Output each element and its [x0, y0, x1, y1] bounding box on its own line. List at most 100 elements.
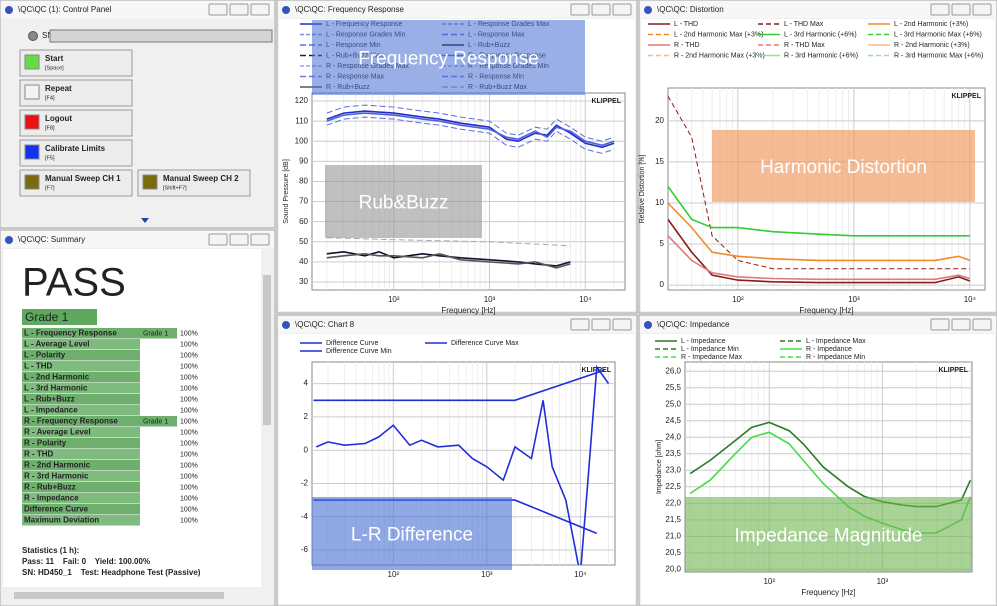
statistics: Statistics (1 h):	[22, 546, 79, 555]
window-button[interactable]	[250, 3, 270, 16]
window-button[interactable]	[570, 318, 590, 331]
y-tick-label: 22,5	[665, 482, 681, 491]
window-button[interactable]	[930, 318, 950, 331]
row-name: Maximum Deviation	[24, 516, 99, 525]
window-title: \QC\QC: Distortion	[657, 5, 724, 14]
y-tick-label: 25,0	[665, 399, 681, 408]
curve	[326, 112, 615, 147]
row-name-cell	[22, 383, 140, 394]
window-icon	[5, 236, 13, 244]
row-percent: 100%	[180, 407, 198, 414]
row-name-cell	[22, 438, 140, 449]
x-tick-label: 10³	[877, 577, 889, 586]
window-button[interactable]	[951, 318, 971, 331]
window-button[interactable]	[229, 3, 249, 16]
window-button[interactable]	[612, 3, 632, 16]
x-axis-label: Frequency [Hz]	[799, 306, 853, 315]
button-label: Manual Sweep CH 2	[163, 174, 239, 183]
y-tick-label: 110	[295, 116, 308, 125]
sn-label: SN	[42, 31, 53, 40]
y-tick-label: 40	[299, 257, 308, 266]
row-name-cell	[22, 328, 140, 339]
row-name-cell	[22, 427, 140, 438]
window-button[interactable]	[208, 3, 228, 16]
scroll-thumb[interactable]	[263, 275, 271, 425]
logo: KLIPPEL	[951, 93, 981, 100]
row-name-cell	[22, 372, 140, 383]
window-button[interactable]	[591, 318, 611, 331]
button-icon	[24, 174, 40, 190]
button-label: Logout	[45, 114, 72, 123]
window-button[interactable]	[612, 318, 632, 331]
row-name: R - 3rd Harmonic	[24, 472, 89, 481]
button-key: [F7]	[45, 185, 55, 191]
legend-label: R - THD Max	[784, 42, 825, 49]
row-percent: 100%	[180, 341, 198, 348]
grade-text: Grade 1	[25, 310, 69, 324]
legend-label: R - 3rd Harmonic (+6%)	[784, 52, 858, 59]
window-button[interactable]	[208, 233, 228, 246]
window-icon	[5, 6, 13, 14]
logo: KLIPPEL	[938, 367, 968, 374]
row-percent: 100%	[180, 352, 198, 359]
statistics: SN: HD450_1 Test: Headphone Test (Passiv…	[22, 568, 201, 577]
curve	[313, 369, 605, 402]
h-scroll-thumb[interactable]	[14, 592, 224, 599]
window-button[interactable]	[229, 233, 249, 246]
x-tick-label: 10³	[484, 295, 496, 304]
sn-input[interactable]	[49, 29, 273, 43]
statistics: Pass: 11 Fail: 0 Yield: 100.00%	[22, 557, 150, 566]
row-percent: 100%	[180, 374, 198, 381]
title-bar	[640, 316, 996, 333]
y-tick-label: -4	[301, 512, 309, 521]
legend-label: Difference Curve	[326, 340, 379, 347]
y-tick-label: 2	[304, 412, 309, 421]
highlight-box	[325, 165, 482, 238]
button-key: [F4]	[45, 95, 55, 101]
legend-label: L - 2nd Harmonic Max (+3%)	[674, 31, 763, 38]
title-bar	[278, 316, 636, 333]
legend-label: R - 2nd Harmonic (+3%)	[894, 42, 970, 49]
x-tick-label: 10³	[481, 570, 493, 579]
y-axis-label: Sound Pressure [dB]	[283, 159, 290, 224]
legend-label: L - 3rd Harmonic Max (+6%)	[894, 31, 982, 38]
curves	[326, 104, 615, 269]
highlight-box	[312, 497, 512, 570]
window-button[interactable]	[951, 3, 971, 16]
x-tick-label: 10²	[388, 295, 400, 304]
legend-label: R - 3rd Harmonic Max (+6%)	[894, 52, 983, 59]
row-name: R - THD	[24, 450, 54, 459]
x-tick-label: 10⁴	[574, 570, 587, 579]
row-name: L - Polarity	[24, 351, 66, 360]
window-button[interactable]	[570, 3, 590, 16]
legend-label: L - THD Max	[784, 21, 824, 28]
row-grade: Grade 1	[143, 330, 168, 337]
row-name-cell	[22, 449, 140, 460]
row-name-cell	[22, 339, 140, 350]
row-name-cell	[22, 350, 140, 361]
sn-radio[interactable]	[28, 31, 38, 41]
x-tick-label: 10²	[732, 295, 744, 304]
x-tick-label: 10⁴	[964, 295, 977, 304]
curve	[326, 252, 571, 269]
y-tick-label: 20,5	[665, 548, 681, 557]
row-name-cell	[22, 361, 140, 372]
window-button[interactable]	[972, 3, 992, 16]
expand-arrow[interactable]	[141, 218, 149, 223]
row-percent: 100%	[180, 517, 198, 524]
x-tick-label: 10²	[388, 570, 400, 579]
y-tick-label: 70	[299, 197, 308, 206]
legend-label: L - THD	[674, 21, 698, 28]
row-percent: 100%	[180, 363, 198, 370]
row-grade: Grade 1	[143, 418, 168, 425]
curve	[668, 202, 971, 262]
window-button[interactable]	[972, 318, 992, 331]
window-button[interactable]	[250, 233, 270, 246]
button-icon	[24, 54, 40, 70]
legend-label: R - THD	[674, 42, 700, 49]
button[interactable]	[19, 139, 133, 167]
window-button[interactable]	[591, 3, 611, 16]
highlight-box	[712, 130, 975, 202]
window-button[interactable]	[930, 3, 950, 16]
